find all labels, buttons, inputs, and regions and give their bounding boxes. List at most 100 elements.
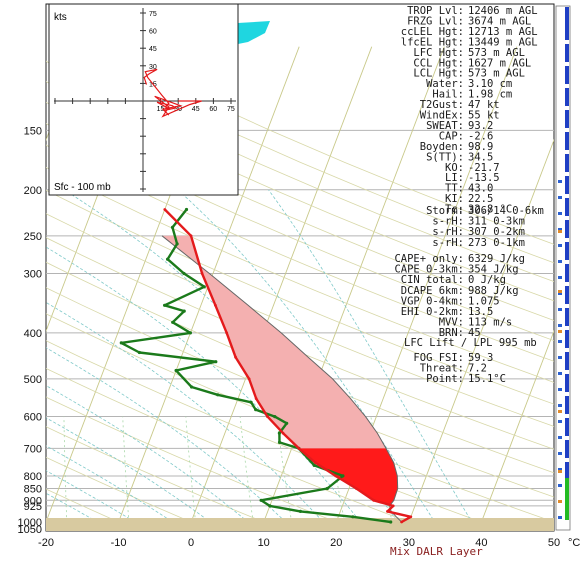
parameter-label: Boyden: <box>420 141 464 153</box>
pressure-tick-label: 500 <box>24 374 42 386</box>
cape-label: MVV: <box>439 317 464 329</box>
side-bar-gap <box>565 106 569 110</box>
cape-value: 6329 J/kg <box>468 253 525 265</box>
side-bar-gap <box>565 392 569 396</box>
moist-adiabat <box>46 301 333 531</box>
parameter-value: 47 kt <box>468 99 500 111</box>
side-bar-mark-orange <box>558 410 562 413</box>
hodograph-scale-label: 45 <box>192 106 200 113</box>
dewpoint-point <box>341 474 345 478</box>
dry-adiabat <box>46 123 554 342</box>
cape-label: CAPE+ only: <box>394 253 464 265</box>
parameter-label: CCL Hgt: <box>413 57 464 69</box>
side-bar-gap <box>565 40 569 44</box>
side-bar-mark <box>558 180 562 183</box>
side-bar-gap <box>565 84 569 88</box>
parameter-label: KI: <box>445 193 464 205</box>
cape-cin-fills <box>162 235 398 506</box>
dewpoint-point <box>119 341 123 345</box>
dewpoint-point <box>268 504 272 508</box>
side-bar-blue <box>565 7 569 485</box>
pressure-tick-label: 1000 <box>18 517 42 529</box>
hodograph-trace <box>143 68 202 118</box>
side-bar-green <box>565 478 569 520</box>
lift-label: LFC Lift / LPL 995 mb <box>404 337 537 349</box>
cape-value: 988 J/kg <box>468 285 519 297</box>
pressure-tick-label: 300 <box>24 269 42 281</box>
parameter-value: 573 m AGL <box>468 68 525 80</box>
parameter-value: 22.5 <box>468 193 493 205</box>
parameter-label: LCL Hgt: <box>413 68 464 80</box>
dry-adiabat <box>46 189 554 405</box>
dewpoint-point <box>188 331 192 335</box>
hodograph-units: kts <box>54 12 67 23</box>
dry-adiabat <box>46 340 508 531</box>
temperature-unit: °C <box>568 537 580 549</box>
mixing-ratio-line <box>63 416 68 531</box>
storm-label: s-rH: <box>432 237 464 249</box>
storm-label: s-rH: <box>432 216 464 228</box>
isotherm-line <box>481 329 554 523</box>
side-bar-gap <box>565 150 569 154</box>
pressure-tick-label: 400 <box>24 328 42 340</box>
temperature-point <box>354 487 358 490</box>
dry-adiabat <box>46 60 554 283</box>
dry-adiabat <box>46 367 435 531</box>
parameter-label: TROP Lvl: <box>407 5 464 17</box>
parameter-value: 98.9 <box>468 141 493 153</box>
parameter-label: S(TT): <box>426 151 464 163</box>
parameter-value: 13449 m AGL <box>468 36 538 48</box>
temperature-point <box>163 208 167 211</box>
dry-adiabat <box>46 261 554 474</box>
cape-label: CAPE 0-3km: <box>394 264 464 276</box>
parameter-label: Hail: <box>432 89 464 101</box>
side-bar-mark <box>558 452 562 455</box>
dry-adiabat <box>46 81 554 302</box>
side-bar-mark-orange <box>558 230 562 233</box>
temperature-point <box>386 510 389 513</box>
dewpoint-point <box>389 520 393 524</box>
fog-label: Point: <box>426 373 464 385</box>
parameter-value: 55 kt <box>468 110 500 122</box>
temperature-point <box>297 447 301 450</box>
side-bar-mark <box>558 196 562 199</box>
parameter-value: 93.2 <box>468 120 493 132</box>
fog-label: FOG FSI: <box>413 352 464 364</box>
dewpoint-point <box>259 498 263 502</box>
temperature-tick-label: 0 <box>188 537 194 549</box>
dry-adiabat <box>46 101 554 321</box>
storm-label: s-rH: <box>432 226 464 238</box>
side-bar-mark <box>558 340 562 343</box>
dewpoint-point <box>254 408 258 412</box>
moist-adiabat <box>46 417 223 531</box>
cape-label: CIN total: <box>401 274 464 286</box>
pressure-tick-label: 925 <box>24 501 42 513</box>
temperature-point <box>254 397 258 400</box>
cape-label: EHI 0-2km: <box>401 306 464 318</box>
parameter-value: 1.98 cm <box>468 89 512 101</box>
pressure-tick-label: 600 <box>24 412 42 424</box>
side-bar-gap <box>565 326 569 330</box>
side-bar-mark <box>558 388 562 391</box>
temperature-point <box>313 461 317 464</box>
temperature-point <box>409 515 413 519</box>
cape-value: 0 J/kg <box>468 274 506 286</box>
parameter-label: TT: <box>445 183 464 195</box>
profiles <box>119 207 413 524</box>
dewpoint-point <box>182 309 186 313</box>
hodograph-layer-label: Sfc - 100 mb <box>54 182 111 193</box>
dry-adiabat <box>46 488 141 531</box>
storm-value: 306/14 0-6km <box>468 205 544 217</box>
side-bar-gap <box>565 414 569 418</box>
pressure-tick-label: 1050 <box>18 524 42 536</box>
temperature-tick-label: -10 <box>111 537 127 549</box>
temperature-point <box>334 474 337 478</box>
side-bar-mark-orange <box>558 330 562 333</box>
cape-value: 113 m/s <box>468 317 512 329</box>
dry-adiabat <box>92 46 554 245</box>
side-bar-mark <box>558 468 562 471</box>
side-bar-gap <box>565 128 569 132</box>
side-bar-gap <box>565 172 569 176</box>
side-bar-gap <box>565 62 569 66</box>
